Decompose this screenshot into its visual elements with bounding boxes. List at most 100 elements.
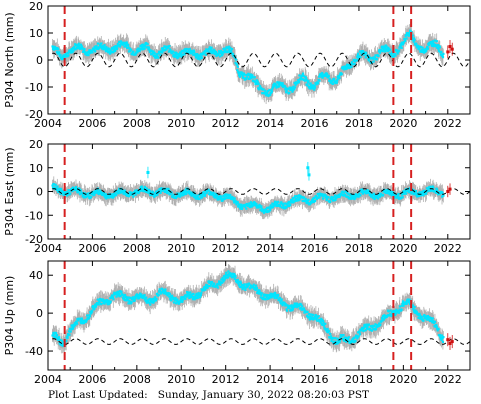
data-point (324, 193, 327, 196)
data-point (243, 73, 246, 76)
data-point (204, 192, 207, 195)
data-point (113, 47, 116, 51)
data-point (429, 40, 433, 44)
data-point (226, 193, 230, 197)
data-point (143, 47, 146, 50)
data-point (112, 298, 115, 301)
data-point (196, 53, 199, 56)
data-point (442, 194, 445, 197)
data-point (70, 187, 74, 191)
data-point (147, 46, 151, 49)
data-point (55, 48, 58, 51)
data-point (165, 189, 168, 192)
data-point (290, 87, 294, 90)
data-point (342, 191, 346, 194)
data-point (96, 46, 99, 49)
data-point (64, 52, 67, 55)
data-point (59, 53, 62, 57)
data-point (365, 192, 368, 195)
data-point (58, 51, 61, 54)
data-point (306, 201, 310, 204)
data-point (264, 89, 267, 92)
data-point (418, 191, 422, 194)
data-point (130, 48, 133, 51)
data-point (160, 50, 163, 53)
data-point (260, 207, 263, 210)
data-point (127, 302, 130, 305)
data-point (87, 316, 91, 320)
data-point (199, 54, 202, 57)
data-point (258, 84, 262, 88)
data-point (52, 333, 55, 336)
data-point (118, 187, 121, 190)
data-point (317, 196, 320, 199)
up-panel: 2004 2006 2008 2010 2012 2014 2016 2018 2020 2022… (3, 260, 471, 386)
data-point (421, 48, 424, 52)
data-point (162, 47, 165, 50)
data-point (215, 194, 218, 197)
data-point (289, 203, 292, 207)
data-point (103, 302, 106, 305)
data-point (238, 206, 242, 209)
data-point (166, 47, 169, 50)
data-point (426, 47, 429, 50)
data-point (134, 295, 137, 298)
data-point (290, 200, 294, 203)
data-point (280, 201, 283, 204)
data-point (337, 193, 340, 197)
data-point (224, 277, 227, 280)
data-point (331, 196, 334, 199)
data-point (402, 40, 406, 44)
data-point (425, 192, 428, 195)
data-point (351, 197, 354, 200)
data-point (376, 195, 379, 199)
data-point (95, 302, 99, 305)
data-point (119, 40, 123, 43)
data-point (143, 294, 146, 297)
y-tick-label: 20 (29, 0, 43, 13)
data-point (56, 336, 59, 339)
data-point (105, 197, 108, 200)
data-point (398, 46, 402, 49)
data-point (433, 39, 437, 42)
data-point (286, 87, 290, 90)
data-point (123, 189, 127, 192)
point (446, 50, 450, 54)
data-point (96, 42, 99, 45)
data-point (344, 65, 347, 68)
data-point (420, 193, 423, 196)
data-point (280, 82, 283, 85)
data-point (194, 56, 198, 59)
y-axis-label: P304 North (mm) (3, 12, 16, 107)
data-point (76, 47, 79, 50)
data-point (378, 51, 382, 54)
data-point (182, 50, 185, 53)
data-point (68, 333, 71, 336)
data-point (181, 299, 184, 302)
data-point (293, 195, 297, 198)
data-point (125, 41, 128, 44)
data-point (268, 207, 271, 210)
data-point (368, 55, 371, 58)
data-point (321, 76, 324, 79)
data-point (174, 53, 178, 56)
plot-area (51, 162, 470, 220)
data-point (293, 86, 297, 89)
data-point (381, 45, 384, 48)
data-point (405, 33, 408, 37)
data-point (284, 88, 287, 91)
data-point (150, 49, 153, 53)
data-point (360, 191, 363, 194)
y-tick-label: 10 (29, 162, 43, 175)
data-point (135, 48, 139, 51)
data-point (181, 190, 184, 193)
data-point (367, 191, 370, 194)
point (450, 47, 454, 51)
east-panel: 2004 2006 2008 2010 2012 2014 2016 2018 2020 2022… (3, 138, 471, 255)
data-point (99, 45, 103, 48)
x-tick-label: 2008 (123, 117, 151, 130)
data-point (171, 296, 175, 299)
data-point (167, 46, 170, 49)
data-point (201, 196, 204, 199)
data-point (396, 196, 399, 199)
